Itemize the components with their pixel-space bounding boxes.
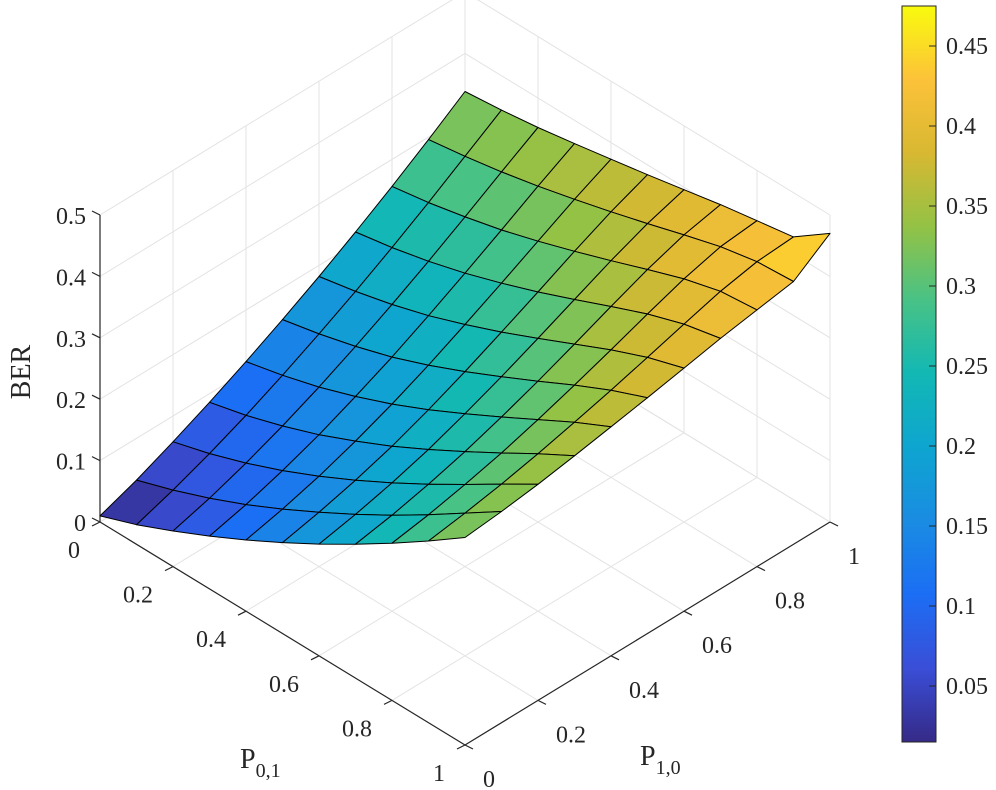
z-tick-label: 0 xyxy=(74,511,86,537)
z-tick-label: 0.3 xyxy=(56,327,86,353)
y-tick-label: 0.2 xyxy=(556,722,586,748)
z-tick-mark xyxy=(91,333,101,339)
y-tick-label: 0.6 xyxy=(702,633,732,659)
z-tick-mark xyxy=(91,210,101,216)
colorbar: 0.05 0.1 0.15 0.2 0.25 0.3 0.35 0.4 0.45 xyxy=(901,5,988,743)
colorbar-tick-label: 0.15 xyxy=(946,514,988,540)
x-tick-mark xyxy=(237,610,247,616)
colorbar-gradient xyxy=(901,5,937,743)
y-tick-mark xyxy=(537,699,547,705)
surface-patch xyxy=(428,511,502,542)
x-tick-label: 0.4 xyxy=(196,627,226,653)
y-tick-mark xyxy=(610,655,620,661)
colorbar-tick-label: 0.25 xyxy=(946,354,988,380)
axes: 0 0.2 0.4 0.6 0.8 1 0 0.2 0.4 0.6 0.8 1 0 0.1 0.2 0.3 0.… xyxy=(56,204,860,790)
wall-grid-line xyxy=(99,114,466,339)
x-tick-mark xyxy=(164,566,174,572)
colorbar-tick-label: 0.05 xyxy=(946,674,988,700)
z-axis-label: BER xyxy=(6,344,37,399)
x-tick-label: 0 xyxy=(68,538,80,564)
y-axis-label-subscript: 1,0 xyxy=(656,757,681,779)
z-tick-label: 0.4 xyxy=(56,265,86,291)
x-tick-mark xyxy=(91,521,101,527)
wall-grid-line xyxy=(99,52,466,277)
y-axis-line xyxy=(464,521,831,746)
x-tick-label: 1 xyxy=(433,761,445,787)
floor-grid-line xyxy=(391,476,758,701)
floor-grid-line xyxy=(318,432,685,657)
x-axis-line xyxy=(99,521,466,746)
y-tick-label: 0.8 xyxy=(775,589,805,615)
wall-grid-line xyxy=(99,0,453,216)
x-tick-mark xyxy=(310,655,320,661)
z-tick-mark xyxy=(91,456,101,462)
x-axis-label: P0,1 xyxy=(240,744,281,782)
colorbar-tick-label: 0.35 xyxy=(946,194,988,220)
colorbar-tick-label: 0.2 xyxy=(946,434,976,460)
y-tick-mark xyxy=(756,566,766,572)
z-tick-mark xyxy=(91,271,101,277)
z-tick-mark xyxy=(91,517,101,523)
z-tick-label: 0.1 xyxy=(56,450,86,476)
z-tick-mark xyxy=(91,394,101,400)
x-tick-label: 0.6 xyxy=(269,672,299,698)
y-tick-mark xyxy=(829,521,839,527)
y-tick-mark xyxy=(464,744,474,750)
y-tick-label: 0 xyxy=(483,767,495,790)
z-tick-label: 0.2 xyxy=(56,388,86,414)
z-tick-label: 0.5 xyxy=(56,204,86,230)
colorbar-tick-label: 0.1 xyxy=(946,594,976,620)
y-tick-label: 1 xyxy=(848,544,860,570)
colorbar-tick-label: 0.45 xyxy=(946,34,988,60)
y-tick-mark xyxy=(683,610,693,616)
x-tick-mark xyxy=(456,744,466,750)
colorbar-tick-label: 0.3 xyxy=(946,274,976,300)
x-axis-label-subscript: 0,1 xyxy=(256,760,281,782)
wall-grid-line xyxy=(477,0,831,216)
y-tick-label: 0.4 xyxy=(629,678,659,704)
y-axis-label: P1,0 xyxy=(640,741,681,779)
x-tick-label: 0.2 xyxy=(123,583,153,609)
colorbar-tick-label: 0.4 xyxy=(946,114,976,140)
x-tick-label: 0.8 xyxy=(342,716,372,742)
x-tick-mark xyxy=(383,699,393,705)
surface xyxy=(99,91,831,545)
